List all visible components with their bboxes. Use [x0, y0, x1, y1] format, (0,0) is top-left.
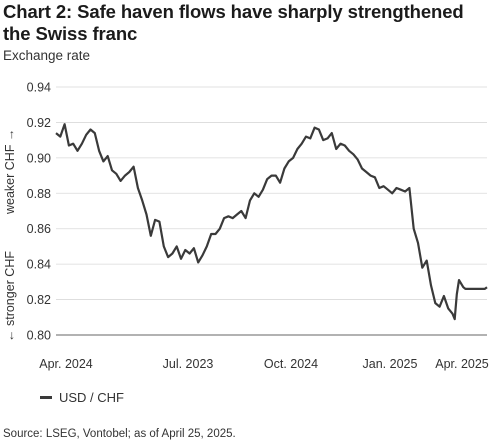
x-tick-label: Jul. 2023 [163, 357, 214, 371]
y-tick-label: 0.88 [27, 187, 51, 201]
source-note: Source: LSEG, Vontobel; as of April 25, … [3, 428, 236, 440]
y-tick-label: 0.90 [27, 151, 51, 165]
y-axis-label-weaker: weaker CHF → [3, 129, 17, 215]
y-tick-label: 0.80 [27, 329, 51, 343]
legend: USD / CHF [40, 390, 124, 405]
y-tick-label: 0.94 [27, 81, 51, 95]
y-tick-label: 0.84 [27, 258, 51, 272]
y-axis-label-stronger: ← stronger CHF [3, 251, 17, 342]
grid-lines [56, 86, 487, 336]
chart-title: Chart 2: Safe haven flows have sharply s… [3, 1, 464, 44]
x-tick-label: Jan. 2025 [363, 357, 418, 371]
chart-subtitle: Exchange rate [3, 48, 91, 63]
x-tick-label: Apr. 2024 [39, 357, 93, 371]
y-axis-ticks: 0.94 0.92 0.90 0.88 0.86 0.84 0.82 0.80 [27, 81, 51, 343]
legend-label-usd-chf: USD / CHF [59, 390, 124, 405]
y-tick-label: 0.82 [27, 293, 51, 307]
y-tick-label: 0.86 [27, 222, 51, 236]
x-tick-label: Apr. 2025 [435, 357, 489, 371]
y-tick-label: 0.92 [27, 116, 51, 130]
legend-swatch [40, 396, 52, 399]
x-axis-ticks: Apr. 2024 Jul. 2023 Oct. 2024 Jan. 2025 Apr.… [39, 357, 489, 371]
x-tick-label: Oct. 2024 [264, 357, 318, 371]
series-line-usd-chf [55, 123, 488, 321]
